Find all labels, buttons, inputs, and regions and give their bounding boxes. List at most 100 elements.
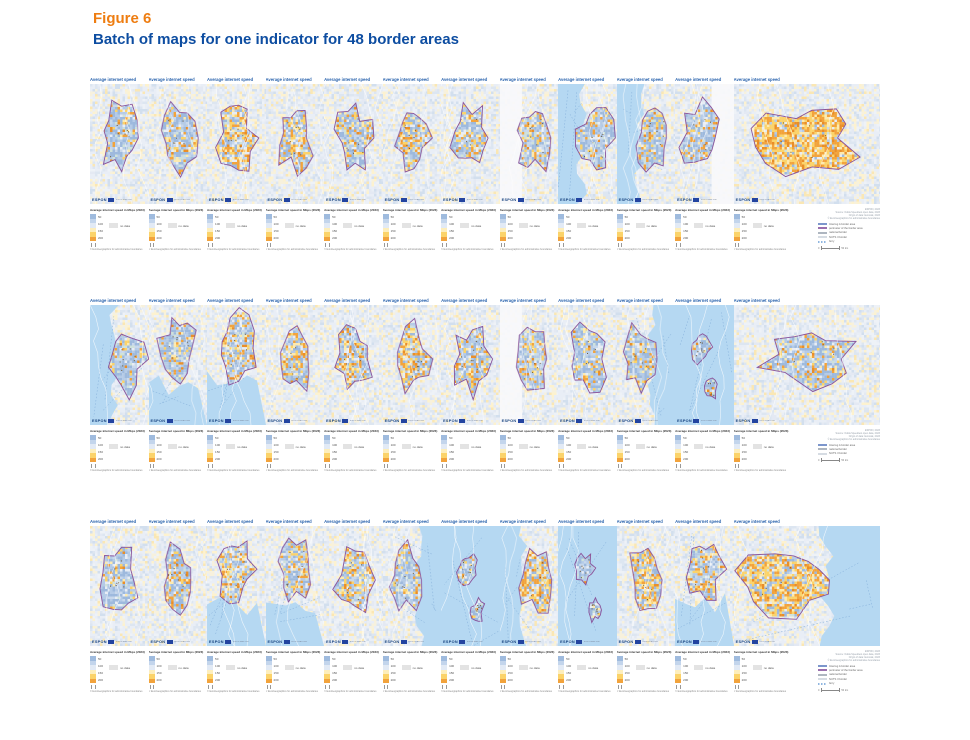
ramp-cell bbox=[616, 223, 623, 228]
ramp-tick-label: 150 bbox=[156, 228, 162, 233]
ramp-tick-label: 50 bbox=[156, 436, 160, 441]
color-ramp bbox=[558, 435, 565, 462]
line-swatch bbox=[818, 227, 827, 230]
ramp-cell bbox=[324, 656, 331, 661]
legend-copyright: © EuroGeographics for administrative bou… bbox=[207, 469, 260, 472]
ramp-cell bbox=[148, 669, 155, 674]
map-image: ESPON EUROPEAN UNION bbox=[148, 84, 208, 204]
map-image: ESPON EUROPEAN UNION bbox=[558, 526, 617, 646]
no-data-label: no data bbox=[705, 665, 716, 670]
ramp-tick-label: 200 bbox=[390, 235, 396, 240]
ramp-tick-labels: 50 100 150 200 bbox=[742, 214, 747, 241]
minmax-ticks bbox=[266, 684, 272, 689]
no-data-label: no data bbox=[646, 665, 657, 670]
map-canvas bbox=[324, 305, 383, 425]
ramp-tick-label: 100 bbox=[390, 443, 396, 448]
no-data-swatch bbox=[577, 444, 587, 449]
legend-copyright: © EuroGeographics for administrative bou… bbox=[733, 690, 787, 693]
line-legend-entry: national border bbox=[818, 673, 880, 676]
ramp-cell bbox=[207, 660, 214, 665]
map-panel: Average internet speed ESPON EUROPEAN UN… bbox=[499, 77, 559, 262]
map-panel: Average internet speed ESPON EUROPEAN UN… bbox=[207, 519, 266, 704]
ramp-cell bbox=[616, 214, 623, 219]
ramp-cell bbox=[733, 223, 740, 228]
ramp-cell bbox=[90, 678, 96, 683]
legend-title: Average internet speed in Mbps (2023) bbox=[382, 208, 438, 212]
color-ramp bbox=[90, 656, 96, 683]
ramp-tick-label: 200 bbox=[390, 677, 396, 682]
map-panel-title: Average internet speed bbox=[558, 298, 605, 303]
no-data-item: no data bbox=[460, 223, 481, 228]
legend-title: Average internet speed in Mbps (2023) bbox=[733, 208, 789, 212]
minmax-ticks bbox=[149, 242, 155, 247]
source-line: ESPON, 2023 bbox=[864, 429, 880, 432]
minmax-ticks bbox=[325, 242, 330, 247]
legend-title: Average internet speed in Mbps (2023) bbox=[90, 650, 145, 654]
map-panel-title: Average internet speed bbox=[382, 519, 429, 524]
map-legend: Average internet speed in Mbps (2023) 50… bbox=[499, 646, 559, 704]
ramp-cell bbox=[207, 232, 214, 237]
espon-logo: ESPON EUROPEAN UNION bbox=[502, 419, 541, 423]
line-legend-entry: Interreg A border area bbox=[818, 223, 880, 226]
ramp-cell bbox=[207, 457, 214, 462]
color-ramp bbox=[207, 435, 214, 462]
map-image: ESPON EUROPEAN UNION bbox=[558, 84, 617, 204]
ramp-cell bbox=[265, 232, 272, 237]
ramp-cell bbox=[324, 669, 331, 674]
ramp-cell bbox=[616, 218, 623, 223]
line-legend-label: NUTS 3 border bbox=[829, 452, 848, 456]
legend-body: 50 100 150 200 no data bbox=[733, 435, 880, 468]
ramp-tick-labels: 50 100 150 200 bbox=[625, 435, 630, 462]
row-side-legend: ESPON, 2023 Source: Ookla Speedtest open … bbox=[818, 208, 880, 251]
line-legend-label: ferry bbox=[829, 240, 835, 244]
line-swatch bbox=[818, 452, 827, 455]
ramp-cell bbox=[324, 218, 331, 223]
ramp-tick-label: 50 bbox=[741, 215, 746, 220]
espon-subtext: EUROPEAN UNION bbox=[408, 640, 424, 643]
map-panel: Average internet speed ESPON EUROPEAN UN… bbox=[675, 77, 734, 262]
eu-flag-icon bbox=[576, 640, 583, 644]
ramp-cell bbox=[499, 435, 506, 440]
ramp-cell bbox=[265, 674, 272, 679]
ramp-tick-label: 50 bbox=[566, 657, 570, 662]
legend-ramp-group bbox=[558, 214, 565, 247]
map-panel-title: Average internet speed bbox=[382, 298, 429, 303]
espon-wordmark: ESPON bbox=[92, 198, 107, 202]
ramp-cell bbox=[324, 660, 331, 665]
color-ramp bbox=[675, 435, 682, 462]
legend-title: Average internet speed in Mbps (2023) bbox=[558, 208, 613, 212]
color-ramp bbox=[207, 214, 214, 241]
ramp-cell bbox=[382, 669, 389, 674]
legend-title: Average internet speed in Mbps (2023) bbox=[207, 208, 262, 212]
legend-body: 50 100 150 200 no data bbox=[207, 656, 266, 689]
espon-subtext: EUROPEAN UNION bbox=[349, 198, 366, 201]
no-data-swatch bbox=[518, 223, 528, 228]
no-data-item: no data bbox=[284, 223, 306, 228]
ramp-cell bbox=[675, 232, 682, 237]
ramp-tick-label: 50 bbox=[507, 657, 511, 662]
eu-flag-icon bbox=[751, 198, 758, 202]
minmax-ticks bbox=[149, 463, 155, 468]
map-panel: Average internet speed ESPON EUROPEAN UN… bbox=[733, 519, 880, 704]
eu-flag-icon bbox=[166, 198, 173, 202]
espon-subtext: EUROPEAN UNION bbox=[349, 419, 366, 422]
legend-title: Average internet speed in Mbps (2023) bbox=[499, 429, 555, 433]
no-data-label: no data bbox=[529, 665, 540, 670]
espon-logo: ESPON EUROPEAN UNION bbox=[736, 198, 775, 202]
ramp-tick-label: 200 bbox=[507, 456, 513, 461]
ramp-tick-labels: 50 100 150 200 bbox=[625, 214, 630, 241]
ramp-tick-label: 150 bbox=[273, 228, 279, 233]
ramp-tick-label: 150 bbox=[156, 670, 162, 675]
ramp-tick-label: 150 bbox=[566, 228, 572, 233]
no-data-item: no data bbox=[401, 665, 423, 670]
ramp-cell bbox=[207, 453, 214, 458]
eu-flag-icon bbox=[342, 198, 349, 202]
color-ramp bbox=[558, 656, 565, 683]
espon-subtext: EUROPEAN UNION bbox=[232, 198, 249, 201]
map-legend: Average internet speed in Mbps (2023) 50… bbox=[207, 204, 266, 262]
ramp-cell bbox=[265, 218, 272, 223]
map-panel: Average internet speed ESPON EUROPEAN UN… bbox=[616, 519, 676, 704]
espon-wordmark: ESPON bbox=[267, 419, 283, 423]
map-legend: Average internet speed in Mbps (2023) 50… bbox=[733, 204, 880, 262]
ramp-tick-label: 100 bbox=[98, 664, 104, 669]
